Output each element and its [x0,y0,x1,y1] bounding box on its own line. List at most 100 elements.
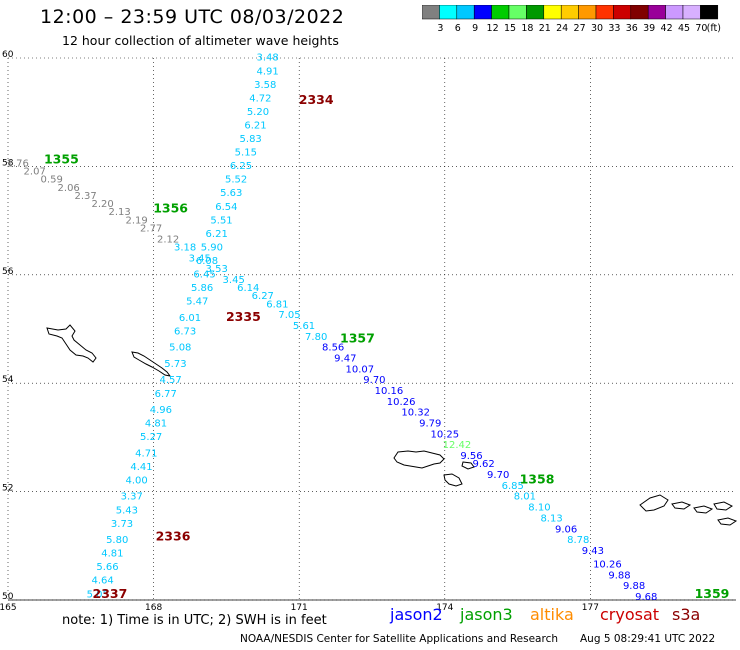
wave-height-label: 6.73 [174,326,196,337]
legend-jason3: jason3 [460,605,513,624]
wave-height-label: 4.64 [92,576,114,587]
wave-height-label: 5.51 [210,215,232,226]
legend-jason2: jason2 [390,605,443,624]
wave-height-label: 5.15 [235,148,257,159]
island-outline [639,494,669,512]
lon-tick-label: 174 [436,603,453,613]
wave-height-label: 2.12 [157,234,179,245]
wave-height-label: 5.05 [87,589,109,600]
axis-tick-labels: 165 168 171 174 177 50 52 54 56 58 60 [0,50,599,613]
wave-height-label: 6.27 [252,291,274,302]
scale-label: 33 [608,23,620,34]
wave-height-label: 1.76 [7,158,29,169]
wave-height-label: 5.47 [186,297,208,308]
wave-height-label: 10.16 [375,386,404,397]
wave-height-label: 7.80 [305,332,327,343]
pass-time-label: 2335 [226,309,261,324]
scale-label: 12 [487,23,499,34]
legend-cryosat: cryosat [600,605,660,624]
wave-height-label: 5.52 [225,175,247,186]
wave-height-label: 5.08 [169,343,191,354]
wave-height-label: 3.53 [206,264,228,275]
scale-label: 39 [643,23,655,34]
wave-height-label: 3.45 [189,253,211,264]
lon-tick-label: 168 [145,603,162,613]
scale-label: 30 [591,23,603,34]
wave-height-label: 3.37 [121,492,143,503]
wave-height-label: 5.83 [240,134,262,145]
wave-height-label: 8.56 [322,343,344,354]
wave-height-label: 3.18 [174,242,196,253]
coastline-layer [46,324,738,526]
wave-height-label: 4.91 [257,66,279,77]
wave-height-label: 6.54 [215,202,237,213]
wave-height-label: 10.26 [387,397,416,408]
wave-height-label: 9.79 [419,419,441,430]
wave-height-label: 6.08 [196,256,218,267]
wave-height-label: 5.63 [220,188,242,199]
island-outline [443,473,463,487]
wave-height-label: 9.47 [334,354,356,365]
wave-height-label: 8.01 [514,492,536,503]
wave-height-label: 8.13 [540,513,562,524]
credit-line: NOAA/NESDIS Center for Satellite Applica… [240,633,558,645]
wave-height-label: 4.57 [159,375,181,386]
pass-time-label: 1358 [520,471,555,486]
wave-height-label: 2.13 [108,207,130,218]
pass-time-label: 2337 [93,586,128,601]
wave-height-label: 5.20 [247,107,269,118]
scale-label: 70 [695,23,707,34]
pass-time-label: 1356 [153,200,188,215]
island-outline [131,351,172,377]
wave-height-label: 9.56 [460,451,482,462]
wave-height-label: 9.70 [487,470,509,481]
scale-label: 42 [661,23,673,34]
wave-height-label: 6.45 [193,270,215,281]
island-outline [46,324,97,363]
wave-height-label: 3.48 [257,53,279,64]
wave-height-label: 9.70 [363,375,385,386]
wave-height-label: 4.96 [150,405,172,416]
lat-tick-label: 60 [2,50,14,60]
island-outline [713,501,733,511]
wave-height-label: 10.26 [593,559,622,570]
wave-height-label: 9.06 [555,524,577,535]
wave-height-label: 12.42 [443,440,472,451]
lat-tick-label: 52 [2,484,13,494]
scale-label: 15 [504,23,516,34]
wave-height-label: 4.41 [130,462,152,473]
scale-label: 18 [521,23,533,34]
wave-height-label: 6.21 [244,120,266,131]
pass-time-label: 1357 [340,331,375,346]
scale-label: 36 [626,23,638,34]
wave-height-label: 5.27 [140,432,162,443]
pass-time-labels: 2334 2335 2336 2337 1355 1356 1357 1358 1359 [44,92,729,601]
island-outline [717,517,738,526]
wave-height-label: 8.78 [567,535,589,546]
wave-height-label: 5.90 [201,242,223,253]
lat-tick-label: 56 [2,267,14,277]
island-outline [671,501,692,510]
wave-height-label: 9.62 [472,459,494,470]
wave-height-label: 4.00 [125,475,147,486]
lat-tick-label: 54 [2,375,14,385]
wave-height-label: 9.68 [635,592,657,603]
pass-time-label: 2336 [156,528,191,543]
footnote: note: 1) Time is in UTC; 2) SWH is in fe… [62,613,327,628]
wave-height-label: 2.06 [58,183,80,194]
scale-label: 24 [556,23,568,34]
wave-height-label: 9.43 [582,546,604,557]
wave-height-label: 6.81 [266,299,288,310]
lon-tick-label: 177 [582,603,599,613]
wave-height-label: 2.37 [75,191,97,202]
wave-height-label: 10.25 [430,429,459,440]
wave-height-label: 3.73 [111,519,133,530]
legend-s3a: s3a [672,605,701,624]
wave-height-label: 5.66 [96,562,118,573]
legend-altika: altika [530,605,574,624]
wave-height-label: 10.32 [401,408,430,419]
wave-height-label: 5.73 [164,359,186,370]
wave-height-label: 5.43 [116,505,138,516]
